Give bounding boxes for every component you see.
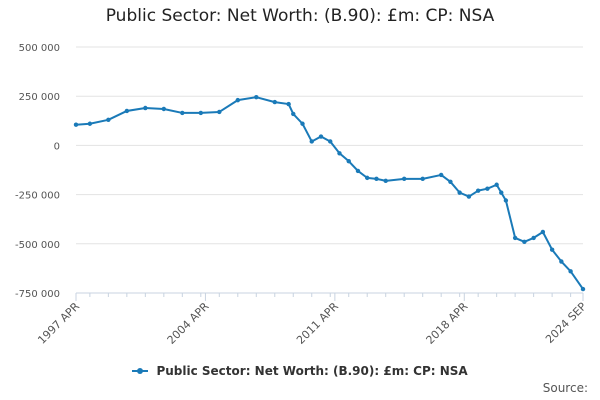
- source-credit: Source:: [542, 381, 588, 395]
- data-point[interactable]: [549, 247, 555, 252]
- data-point[interactable]: [540, 229, 546, 235]
- data-point[interactable]: [499, 190, 504, 195]
- x-tick-label: 1997 APR: [35, 300, 82, 347]
- data-point[interactable]: [457, 190, 462, 195]
- data-point[interactable]: [143, 105, 148, 111]
- data-point[interactable]: [438, 172, 444, 178]
- x-tick-label: 2018 APR: [424, 300, 471, 347]
- data-point[interactable]: [580, 286, 586, 292]
- data-point[interactable]: [420, 176, 425, 182]
- data-point[interactable]: [309, 139, 314, 144]
- data-point[interactable]: [374, 176, 379, 182]
- data-point[interactable]: [346, 158, 351, 164]
- data-point[interactable]: [531, 235, 536, 241]
- data-point[interactable]: [198, 110, 204, 116]
- data-point[interactable]: [559, 259, 564, 264]
- data-point[interactable]: [512, 235, 518, 241]
- data-point[interactable]: [291, 111, 296, 117]
- y-tick-label: -500 000: [15, 240, 60, 251]
- data-point[interactable]: [365, 175, 370, 181]
- data-point[interactable]: [466, 194, 472, 199]
- data-point[interactable]: [272, 99, 277, 105]
- data-point[interactable]: [475, 188, 481, 193]
- data-point[interactable]: [300, 121, 305, 126]
- data-point[interactable]: [485, 186, 490, 191]
- data-point[interactable]: [106, 117, 111, 123]
- data-point[interactable]: [87, 121, 93, 126]
- x-tick-label: 2004 APR: [165, 300, 212, 347]
- legend-marker-icon: [137, 367, 144, 374]
- data-point[interactable]: [328, 139, 333, 144]
- legend-label: Public Sector: Net Worth: (B.90): £m: CP…: [156, 364, 468, 378]
- y-tick-label: 250 000: [19, 92, 60, 103]
- data-point[interactable]: [448, 179, 453, 185]
- data-point[interactable]: [217, 109, 222, 115]
- data-point[interactable]: [522, 239, 527, 245]
- data-point[interactable]: [355, 168, 361, 174]
- data-point[interactable]: [494, 182, 499, 187]
- data-point[interactable]: [124, 108, 130, 114]
- series-line: [75, 96, 584, 290]
- y-tick-label: 500 000: [19, 43, 60, 54]
- chart-title: Public Sector: Net Worth: (B.90): £m: CP…: [105, 6, 495, 26]
- data-point[interactable]: [254, 94, 259, 100]
- x-tick-label: 2024 SEP: [543, 300, 589, 346]
- data-point[interactable]: [503, 198, 509, 203]
- data-point[interactable]: [318, 134, 324, 139]
- data-point[interactable]: [286, 101, 291, 107]
- data-point[interactable]: [568, 269, 573, 274]
- data-point[interactable]: [73, 122, 79, 127]
- legend[interactable]: Public Sector: Net Worth: (B.90): £m: CP…: [0, 364, 600, 378]
- legend-line-icon: [132, 367, 149, 374]
- data-point[interactable]: [383, 178, 388, 184]
- y-tick-label: -250 000: [15, 191, 60, 202]
- x-tick-label: 2011 APR: [294, 300, 341, 347]
- data-point[interactable]: [180, 110, 185, 116]
- data-point[interactable]: [161, 106, 167, 112]
- data-point[interactable]: [235, 97, 240, 103]
- y-tick-label: -750 000: [15, 289, 60, 300]
- data-point[interactable]: [402, 176, 407, 182]
- y-tick-label: 0: [54, 141, 60, 152]
- data-point[interactable]: [337, 151, 342, 156]
